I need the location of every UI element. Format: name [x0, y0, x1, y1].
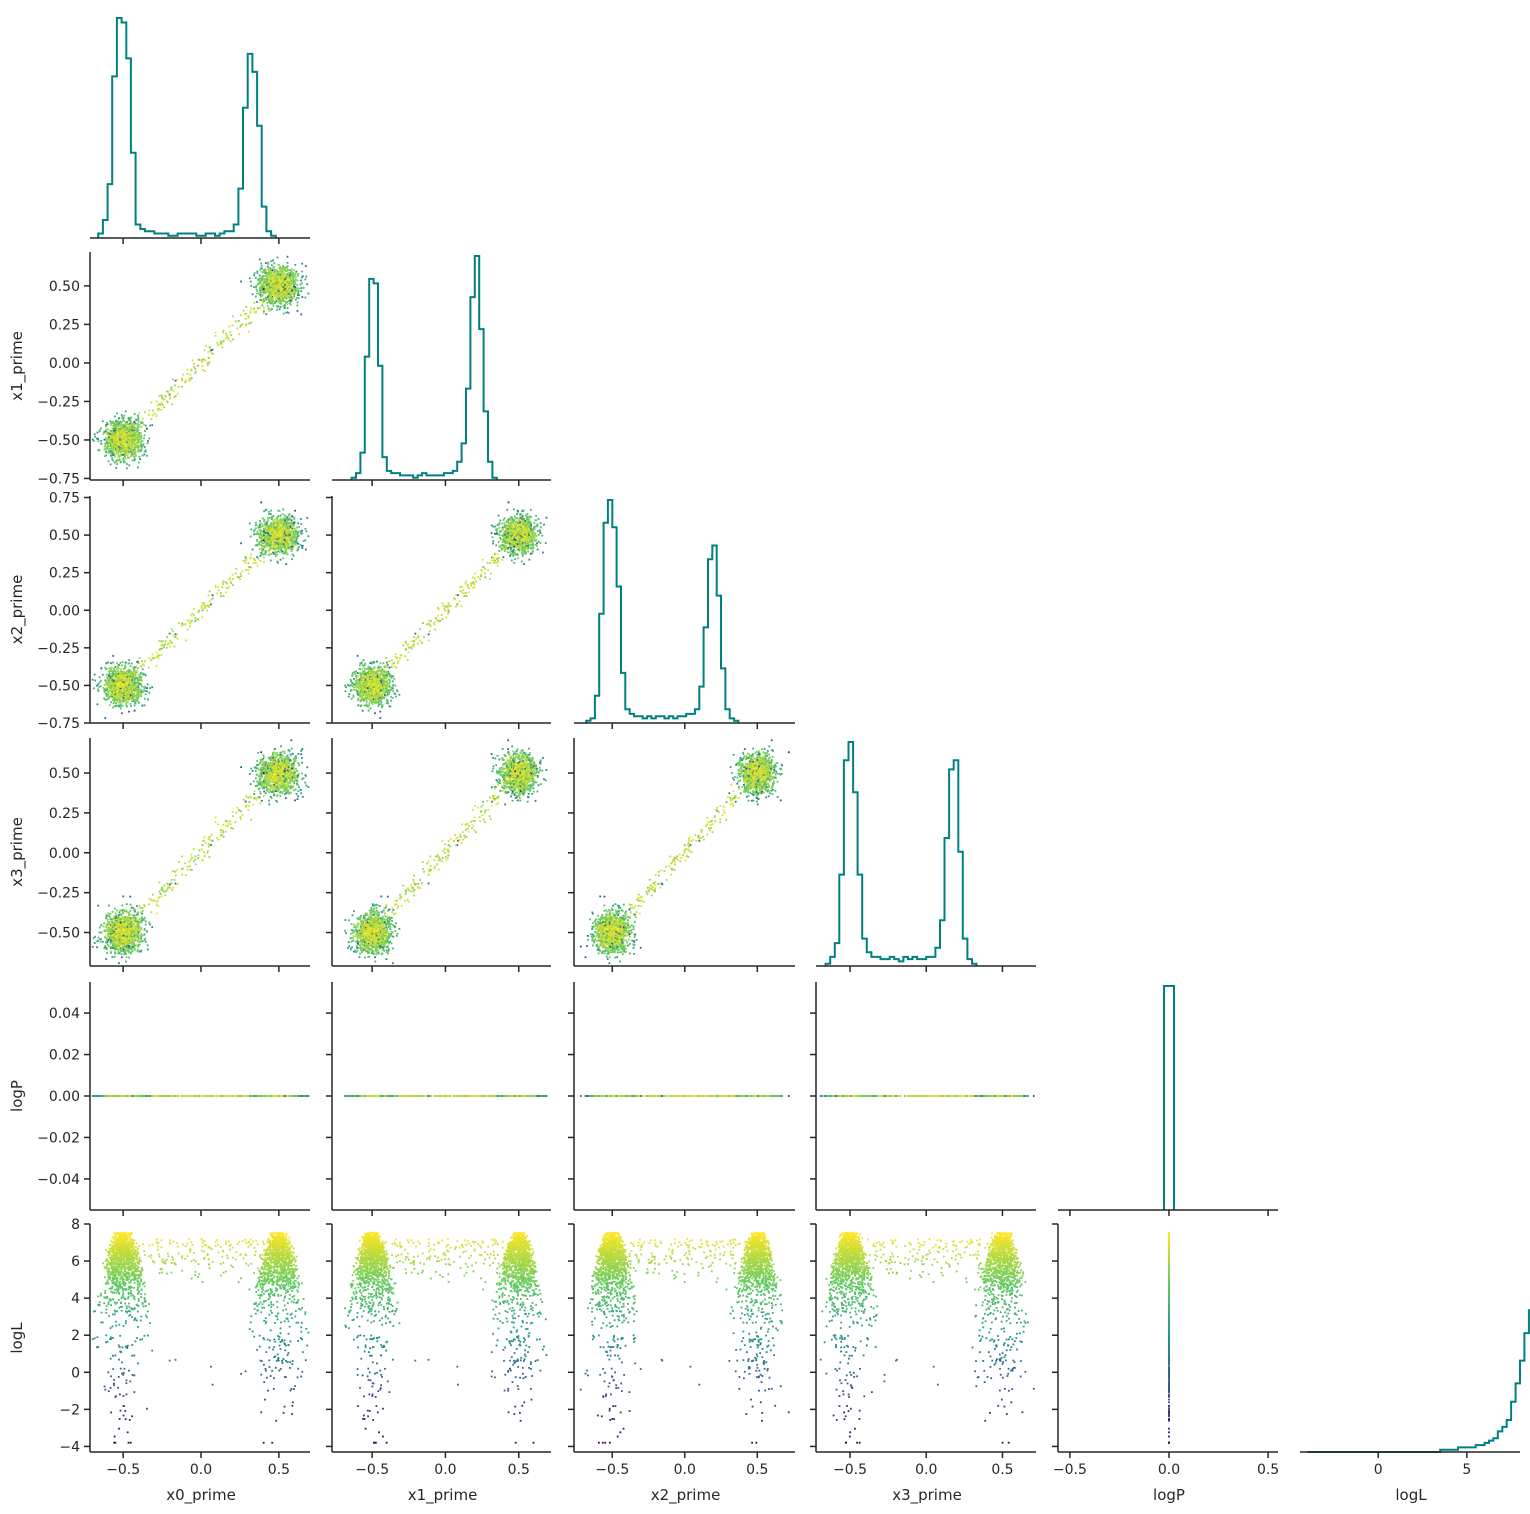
scatter-point [287, 307, 289, 309]
scatter-point [273, 262, 275, 264]
scatter-point [283, 313, 285, 315]
scatter-point [225, 338, 227, 340]
scatter-point [154, 413, 156, 415]
scatter-point [298, 288, 300, 290]
scatter-point [144, 454, 146, 456]
scatter-point [105, 450, 107, 452]
scatter-point [249, 277, 251, 279]
scatter-point [267, 305, 269, 307]
scatter-point [232, 324, 234, 326]
scatter-point [189, 378, 191, 380]
scatter-point [295, 273, 297, 275]
scatter-point [212, 349, 214, 351]
scatter-points [92, 256, 309, 469]
scatter-point [263, 310, 265, 312]
scatter-point [97, 432, 99, 434]
scatter-point [152, 410, 154, 412]
panel-x0_prime-vs-x0_prime [90, 18, 310, 244]
scatter-point [163, 399, 165, 401]
scatter-point [108, 461, 110, 463]
scatter-point [259, 259, 261, 261]
scatter-point [138, 434, 140, 436]
scatter-point [139, 424, 141, 426]
scatter-point [301, 263, 303, 265]
scatter-point [151, 424, 153, 426]
scatter-point [265, 297, 267, 299]
scatter-point [240, 314, 242, 316]
scatter-point [189, 379, 191, 381]
scatter-point [296, 284, 298, 286]
scatter-point [182, 374, 184, 376]
scatter-point [253, 286, 255, 288]
scatter-point [125, 458, 127, 460]
scatter-point [98, 440, 100, 442]
scatter-point [245, 318, 247, 320]
scatter-point [165, 396, 167, 398]
scatter-point [250, 285, 252, 287]
scatter-point [193, 366, 195, 368]
scatter-point [290, 304, 292, 306]
scatter-point [256, 301, 258, 303]
scatter-point [184, 382, 186, 384]
scatter-point [297, 273, 299, 275]
scatter-point [142, 418, 144, 420]
scatter-point [300, 290, 302, 292]
scatter-point [169, 398, 171, 400]
scatter-point [230, 334, 232, 336]
scatter-point [135, 455, 137, 457]
scatter-point [250, 310, 252, 312]
scatter-point [248, 331, 250, 333]
scatter-point [202, 369, 204, 371]
scatter-point [114, 416, 116, 418]
scatter-point [178, 386, 180, 388]
scatter-point [293, 297, 295, 299]
scatter-point [261, 265, 263, 267]
scatter-point [147, 442, 149, 444]
scatter-point [240, 281, 242, 283]
scatter-point [137, 415, 139, 417]
corner-plot: −0.75−0.50−0.250.000.250.50−0.75−0.50−0.… [0, 0, 1530, 1514]
scatter-point [237, 328, 239, 330]
scatter-point [104, 439, 106, 441]
scatter-point [294, 264, 296, 266]
scatter-point [239, 326, 241, 328]
scatter-point [131, 417, 133, 419]
histogram-x0_prime [98, 18, 276, 238]
scatter-point [118, 417, 120, 419]
scatter-point [116, 412, 118, 414]
scatter-point [161, 402, 163, 404]
scatter-point [295, 276, 297, 278]
scatter-point [255, 296, 257, 298]
scatter-point [232, 315, 234, 317]
scatter-point [238, 333, 240, 335]
scatter-point [304, 279, 306, 281]
scatter-point [222, 332, 224, 334]
scatter-point [208, 357, 210, 359]
scatter-point [94, 436, 96, 438]
scatter-point [259, 275, 261, 277]
scatter-point [193, 363, 195, 365]
panel-x1_prime-vs-x0_prime: −0.75−0.50−0.250.000.250.50 [37, 252, 310, 487]
scatter-point [261, 271, 263, 273]
scatter-point [125, 410, 127, 412]
scatter-point [138, 412, 140, 414]
